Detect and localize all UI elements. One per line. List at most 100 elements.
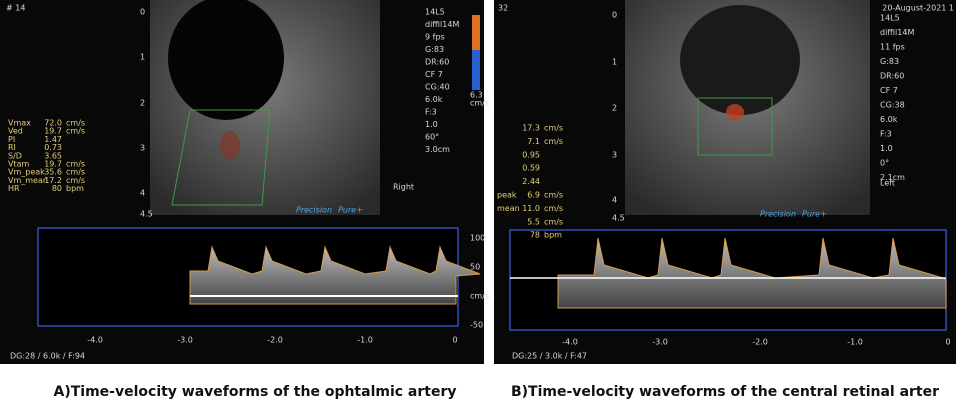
depth-tick: 2: [140, 99, 145, 108]
meas-unit: bpm: [544, 231, 562, 240]
time-tick: -4.0: [562, 338, 578, 347]
meas-value: 0.59: [522, 164, 540, 173]
velocity-tick: 100: [470, 234, 485, 243]
meas-unit: cm/s: [544, 191, 563, 200]
depth-tick: 1: [612, 58, 617, 67]
depth-tick: 1: [140, 53, 145, 62]
caption: B)Time-velocity waveforms of the central…: [511, 384, 939, 400]
meas-value: 17.2: [44, 176, 62, 185]
meas-label: Vtam: [8, 160, 30, 169]
depth-tick: 0: [612, 11, 617, 20]
meas-unit: cm/s: [66, 176, 85, 185]
setting: 1.0: [425, 120, 438, 129]
meas-value: 5.5: [527, 217, 540, 226]
setting: 6.0k: [880, 115, 898, 124]
setting: 11 fps: [880, 43, 905, 52]
side: Left: [880, 179, 895, 188]
time-tick: -1.0: [357, 336, 373, 345]
meas-unit: cm/s: [66, 160, 85, 169]
meas-unit: cm/s: [544, 124, 563, 133]
meas-value: 17.3: [522, 124, 540, 133]
meas-value: 7.1: [527, 137, 540, 146]
setting: 2.1cm: [880, 173, 905, 182]
setting: 6.0k: [425, 95, 443, 104]
time-tick: 0: [452, 336, 457, 345]
header: 32: [498, 4, 508, 13]
color-scale: 6.3: [470, 91, 483, 100]
depth-tick: 4: [140, 189, 145, 198]
brand: Pure+: [802, 210, 827, 219]
setting: F:3: [425, 108, 437, 117]
setting: CG:40: [425, 83, 450, 92]
globe-b: [680, 5, 800, 115]
setting: G:83: [880, 57, 899, 66]
meas-value: 35.6: [44, 168, 62, 177]
meas-label: HR: [8, 184, 20, 193]
meas-value: 19.7: [44, 127, 62, 136]
depth-tick: 4.5: [612, 214, 625, 223]
side: Right: [393, 183, 414, 192]
velocity-tick: 50: [470, 263, 480, 272]
depth-tick: 4: [612, 196, 617, 205]
setting: 14L5: [880, 14, 900, 23]
meas-label: peak: [497, 191, 517, 200]
setting: diffil14M: [880, 28, 914, 37]
meas-value: 78: [530, 231, 540, 240]
meas-unit: cm/s: [66, 127, 85, 136]
setting: G:83: [425, 45, 444, 54]
meas-unit: cm/s: [544, 204, 563, 213]
depth-tick: 3: [140, 144, 145, 153]
meas-unit: cm/s: [66, 168, 85, 177]
setting: 60°: [425, 133, 439, 142]
setting: DR:60: [425, 58, 449, 67]
meas-unit: cm/s: [66, 119, 85, 128]
meas-value: 2.44: [522, 177, 540, 186]
meas-label: PI: [8, 135, 15, 144]
meas-unit: bpm: [66, 184, 84, 193]
flow-a: [220, 131, 240, 159]
meas-value: 11.0: [522, 204, 540, 213]
meas-label: Ved: [8, 127, 23, 136]
setting: F:3: [880, 130, 892, 139]
time-tick: -4.0: [87, 336, 103, 345]
meas-value: 1.47: [44, 135, 62, 144]
brand: Pure+: [338, 206, 363, 215]
meas-value: 6.9: [527, 191, 540, 200]
setting: CF 7: [425, 70, 443, 79]
meas-value: 80: [52, 184, 62, 193]
depth-tick: 4.5: [140, 210, 153, 219]
brand: Precision: [296, 206, 332, 215]
meas-label: Vmax: [8, 119, 31, 128]
setting: 3.0cm: [425, 145, 450, 154]
color-box-a: [171, 109, 271, 206]
time-tick: -2.0: [752, 338, 768, 347]
time-tick: 0: [945, 338, 950, 347]
depth-tick: 3: [612, 151, 617, 160]
meas-label: S/D: [8, 151, 22, 160]
meas-label: Vm_mean: [8, 176, 48, 185]
setting: diffil14M: [425, 20, 459, 29]
brand: Precision: [760, 210, 796, 219]
time-tick: -3.0: [652, 338, 668, 347]
meas-unit: cm/s: [544, 137, 563, 146]
header: # 14: [6, 4, 25, 13]
setting: CF 7: [880, 86, 898, 95]
velocity-tick: -50: [470, 321, 483, 330]
waveform-b: [557, 237, 947, 309]
color-bar-a-neg: [472, 50, 480, 90]
setting: DR:60: [880, 72, 904, 81]
waveform-a: [189, 245, 481, 305]
meas-value: 0.95: [522, 150, 540, 159]
footer: DG:25 / 3.0k / F:47: [512, 352, 587, 361]
meas-value: 72.0: [44, 119, 62, 128]
color-box-b: [697, 97, 773, 156]
depth-tick: 2: [612, 104, 617, 113]
time-tick: -1.0: [847, 338, 863, 347]
setting: 14L5: [425, 8, 445, 17]
meas-value: 19.7: [44, 160, 62, 169]
meas-label: RI: [8, 143, 16, 152]
time-tick: -3.0: [177, 336, 193, 345]
meas-value: 0.73: [44, 143, 62, 152]
depth-tick: 0: [140, 8, 145, 17]
